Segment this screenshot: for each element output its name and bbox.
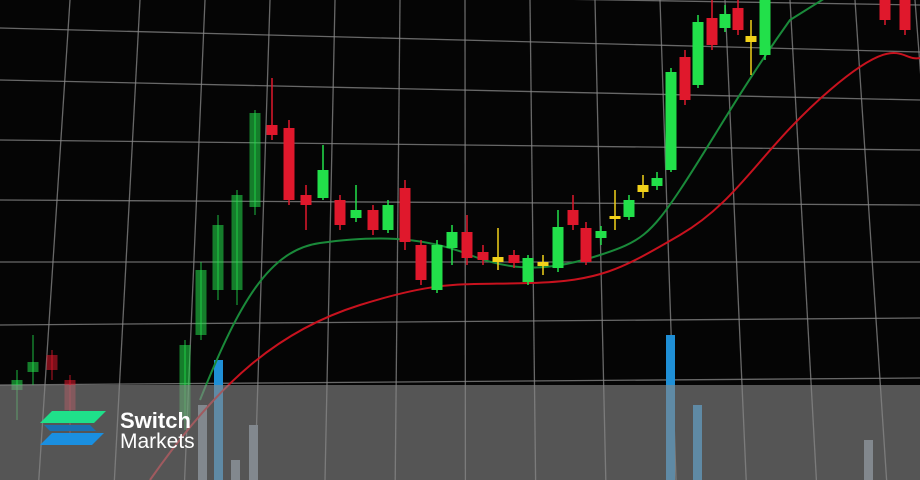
candle-body	[350, 210, 362, 218]
candle-body	[431, 245, 443, 290]
brand-name-line2: Markets	[120, 430, 195, 453]
candle-body	[195, 270, 207, 335]
candle-body	[399, 188, 411, 242]
grid-line-horizontal	[0, 79, 920, 101]
candle-body	[283, 128, 295, 200]
candle-body	[179, 345, 191, 420]
candle-body	[266, 125, 278, 135]
grid-line-horizontal	[0, 317, 920, 326]
candle-body	[665, 72, 677, 170]
brand-name-line1: Switch	[120, 408, 191, 433]
candle-body	[212, 225, 224, 290]
candle-body	[567, 210, 579, 225]
grid-line-horizontal	[0, 377, 920, 386]
candle-body	[334, 200, 346, 225]
candle-body	[508, 255, 520, 263]
candle-body	[879, 0, 891, 20]
candle-body	[759, 0, 771, 55]
grid-line-horizontal	[573, 0, 920, 6]
candle-body	[637, 185, 649, 192]
candle-body	[580, 228, 592, 262]
candle-body	[522, 258, 534, 282]
candle-body	[27, 362, 39, 372]
candle-body	[46, 355, 58, 370]
candle-body	[692, 22, 704, 85]
candle-body	[382, 205, 394, 230]
candle-body	[679, 57, 691, 100]
candle-body	[706, 18, 718, 45]
candle-body	[609, 216, 621, 219]
logo-mark-icon	[40, 411, 106, 445]
moving-average-slow	[149, 52, 920, 480]
candle-body	[651, 178, 663, 186]
candle-body	[477, 252, 489, 260]
candle-body	[461, 232, 473, 258]
candle-body	[595, 231, 607, 238]
candle-body	[249, 113, 261, 207]
candle-body	[367, 210, 379, 230]
candle-body	[231, 195, 243, 290]
candle-body	[623, 200, 635, 217]
candle-body	[300, 195, 312, 205]
switch-markets-logo: Switch Markets	[38, 410, 195, 452]
grid-line-horizontal	[0, 139, 920, 151]
candle-body	[899, 0, 911, 30]
candle-body	[732, 8, 744, 30]
candle-body	[719, 14, 731, 28]
candle-body	[745, 36, 757, 42]
overlay-band	[0, 385, 920, 480]
grid-line-horizontal	[0, 199, 920, 206]
candle-body	[552, 227, 564, 268]
candle-body	[415, 245, 427, 280]
candle-body	[317, 170, 329, 198]
candle-body	[537, 262, 549, 266]
candle-body	[446, 232, 458, 248]
candle-body	[492, 257, 504, 262]
